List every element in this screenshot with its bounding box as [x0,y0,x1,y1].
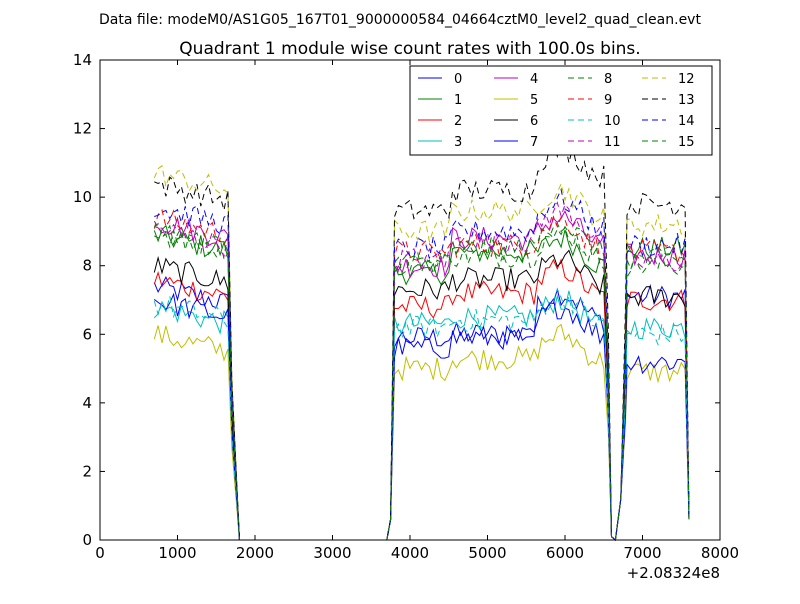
x-tick-label: 5000 [468,544,506,562]
legend-label-9: 9 [604,93,612,108]
legend-box [409,65,713,156]
legend-label-10: 10 [604,114,621,129]
legend-label-1: 1 [454,93,462,108]
x-tick-label: 8000 [701,544,739,562]
y-tick-label: 2 [82,462,92,480]
x-tick-label: 2000 [236,544,274,562]
y-tick-label: 10 [73,188,92,206]
series-layer [153,138,690,541]
y-tick-label: 6 [82,325,92,343]
legend-label-14: 14 [678,114,695,129]
y-tick-label: 8 [82,257,92,275]
y-tick-label: 14 [73,51,92,69]
y-tick-label: 4 [82,394,92,412]
legend-label-0: 0 [454,72,462,87]
x-tick-label: 1000 [158,544,196,562]
y-tick-label: 0 [82,531,92,549]
legend-label-4: 4 [530,72,538,87]
chart-title: Quadrant 1 module wise count rates with … [179,39,640,59]
x-tick-label: 7000 [623,544,661,562]
legend-label-8: 8 [604,72,612,87]
series-line-15 [153,222,690,541]
legend-label-3: 3 [454,135,462,150]
legend-label-5: 5 [530,93,538,108]
x-offset-label: +2.08324e8 [627,564,720,582]
figure-suptitle: Data file: modeM0/AS1G05_167T01_90000005… [99,12,701,28]
legend-label-6: 6 [530,114,538,129]
legend-label-11: 11 [604,135,621,150]
series-line-11 [153,201,690,541]
y-tick-label: 12 [73,120,92,138]
legend-label-2: 2 [454,114,462,129]
legend-label-12: 12 [678,72,695,87]
x-tick-label: 6000 [546,544,584,562]
legend-label-15: 15 [678,135,695,150]
series-line-12 [153,164,690,541]
x-tick-label: 4000 [391,544,429,562]
axis-ticks: 0 1000 2000 3000 4000 5000 6000 7000 80000246810… [73,51,739,562]
x-tick-label: 0 [95,544,105,562]
x-tick-label: 3000 [313,544,351,562]
legend-label-7: 7 [530,135,538,150]
legend-label-13: 13 [678,93,695,108]
